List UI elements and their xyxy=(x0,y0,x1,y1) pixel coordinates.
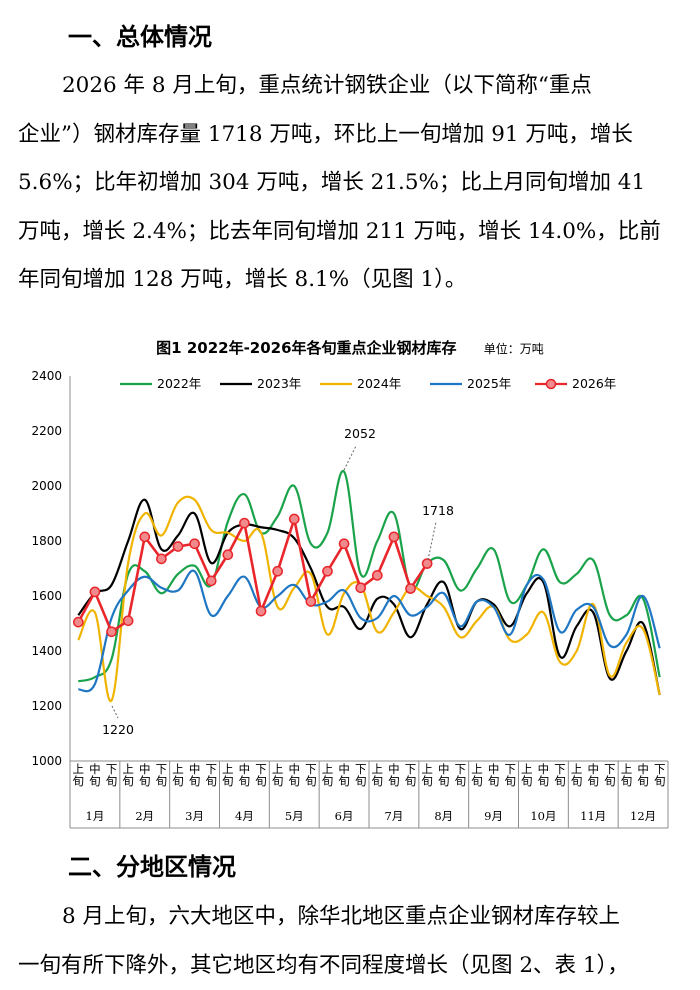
legend-marker xyxy=(547,380,556,389)
series-point-2026年 xyxy=(273,567,282,576)
legend-label: 2022年 xyxy=(157,376,201,391)
x-tick-label: 旬 xyxy=(106,774,118,788)
series-point-2026年 xyxy=(356,583,365,592)
x-tick-label: 旬 xyxy=(405,774,417,788)
annotation-leader xyxy=(112,706,118,718)
x-tick-label: 旬 xyxy=(156,774,168,788)
series-point-2026年 xyxy=(207,576,216,585)
y-tick-label: 2000 xyxy=(31,479,62,493)
x-tick-label: 旬 xyxy=(89,774,101,788)
series-point-2026年 xyxy=(389,532,398,541)
y-tick-label: 1800 xyxy=(31,534,62,548)
series-point-2026年 xyxy=(240,519,249,528)
paragraph-line: 8 月上旬，六大地区中，除华北地区重点企业钢材库存较上 xyxy=(18,893,686,942)
month-label: 11月 xyxy=(580,809,606,823)
series-point-2026年 xyxy=(339,539,348,548)
x-tick-label: 旬 xyxy=(189,774,201,788)
x-tick-label: 旬 xyxy=(621,774,633,788)
series-point-2026年 xyxy=(90,587,99,596)
x-tick-label: 旬 xyxy=(571,774,583,788)
series-line-2025年 xyxy=(78,571,659,692)
series-point-2026年 xyxy=(256,607,265,616)
legend-label: 2025年 xyxy=(467,376,511,391)
x-tick-label: 旬 xyxy=(654,774,666,788)
x-tick-label: 旬 xyxy=(554,774,566,788)
month-label: 8月 xyxy=(434,809,453,823)
series-point-2026年 xyxy=(157,554,166,563)
series-point-2026年 xyxy=(173,542,182,551)
x-tick-label: 旬 xyxy=(122,774,134,788)
series-point-2026年 xyxy=(140,532,149,541)
x-tick-label: 旬 xyxy=(521,774,533,788)
month-label: 12月 xyxy=(630,809,656,823)
series-line-2024年 xyxy=(78,497,659,701)
series-point-2026年 xyxy=(107,627,116,636)
y-tick-label: 1600 xyxy=(31,589,62,603)
x-tick-label: 旬 xyxy=(604,774,616,788)
x-tick-label: 旬 xyxy=(538,774,550,788)
x-tick-label: 旬 xyxy=(471,774,483,788)
paragraph-line: 一旬有所下降外，其它地区均有不同程度增长（见图 2、表 1）， xyxy=(18,942,686,990)
month-label: 4月 xyxy=(235,809,254,823)
x-tick-label: 旬 xyxy=(372,774,384,788)
x-tick-label: 旬 xyxy=(255,774,267,788)
series-point-2026年 xyxy=(323,567,332,576)
y-tick-label: 1400 xyxy=(31,644,62,658)
x-tick-label: 旬 xyxy=(322,774,334,788)
regional-paragraph: 8 月上旬，六大地区中，除华北地区重点企业钢材库存较上 一旬有所下降外，其它地区… xyxy=(18,893,686,990)
legend-label: 2023年 xyxy=(257,376,301,391)
series-point-2026年 xyxy=(124,616,133,625)
month-label: 3月 xyxy=(185,809,204,823)
x-tick-label: 旬 xyxy=(172,774,184,788)
y-tick-label: 2200 xyxy=(31,424,62,438)
legend-label: 2026年 xyxy=(572,376,616,391)
x-tick-label: 旬 xyxy=(504,774,516,788)
series-point-2026年 xyxy=(190,539,199,548)
annotation-label: 2052 xyxy=(344,426,376,441)
x-tick-label: 旬 xyxy=(73,774,85,788)
x-tick-label: 旬 xyxy=(421,774,433,788)
x-tick-label: 旬 xyxy=(222,774,234,788)
month-label: 6月 xyxy=(335,809,354,823)
month-label: 10月 xyxy=(530,809,556,823)
month-label: 7月 xyxy=(385,809,404,823)
x-tick-label: 旬 xyxy=(438,774,450,788)
legend-label: 2024年 xyxy=(357,376,401,391)
x-tick-label: 旬 xyxy=(388,774,400,788)
y-tick-label: 1000 xyxy=(31,754,62,768)
series-point-2026年 xyxy=(423,559,432,568)
series-line-2022年 xyxy=(78,471,659,681)
x-tick-label: 旬 xyxy=(355,774,367,788)
x-tick-label: 旬 xyxy=(272,774,284,788)
section-heading-regional: 二、分地区情况 xyxy=(68,847,236,882)
x-tick-label: 旬 xyxy=(289,774,301,788)
series-point-2026年 xyxy=(306,597,315,606)
x-tick-label: 旬 xyxy=(305,774,317,788)
x-tick-label: 旬 xyxy=(488,774,500,788)
annotation-leader xyxy=(344,446,356,470)
series-point-2026年 xyxy=(223,550,232,559)
y-tick-label: 1200 xyxy=(31,699,62,713)
annotation-leader xyxy=(428,522,436,560)
x-tick-label: 旬 xyxy=(139,774,151,788)
month-label: 1月 xyxy=(86,809,105,823)
x-tick-label: 旬 xyxy=(588,774,600,788)
series-point-2026年 xyxy=(373,571,382,580)
x-tick-label: 旬 xyxy=(637,774,649,788)
x-tick-label: 旬 xyxy=(455,774,467,788)
annotation-label: 1718 xyxy=(422,503,454,518)
series-point-2026年 xyxy=(74,618,83,627)
annotation-label: 1220 xyxy=(102,722,134,737)
x-tick-label: 旬 xyxy=(205,774,217,788)
x-tick-label: 旬 xyxy=(239,774,251,788)
x-tick-label: 旬 xyxy=(338,774,350,788)
y-tick-label: 2400 xyxy=(31,369,62,383)
month-label: 9月 xyxy=(484,809,503,823)
month-label: 5月 xyxy=(285,809,304,823)
month-label: 2月 xyxy=(135,809,154,823)
series-point-2026年 xyxy=(406,584,415,593)
series-point-2026年 xyxy=(290,514,299,523)
